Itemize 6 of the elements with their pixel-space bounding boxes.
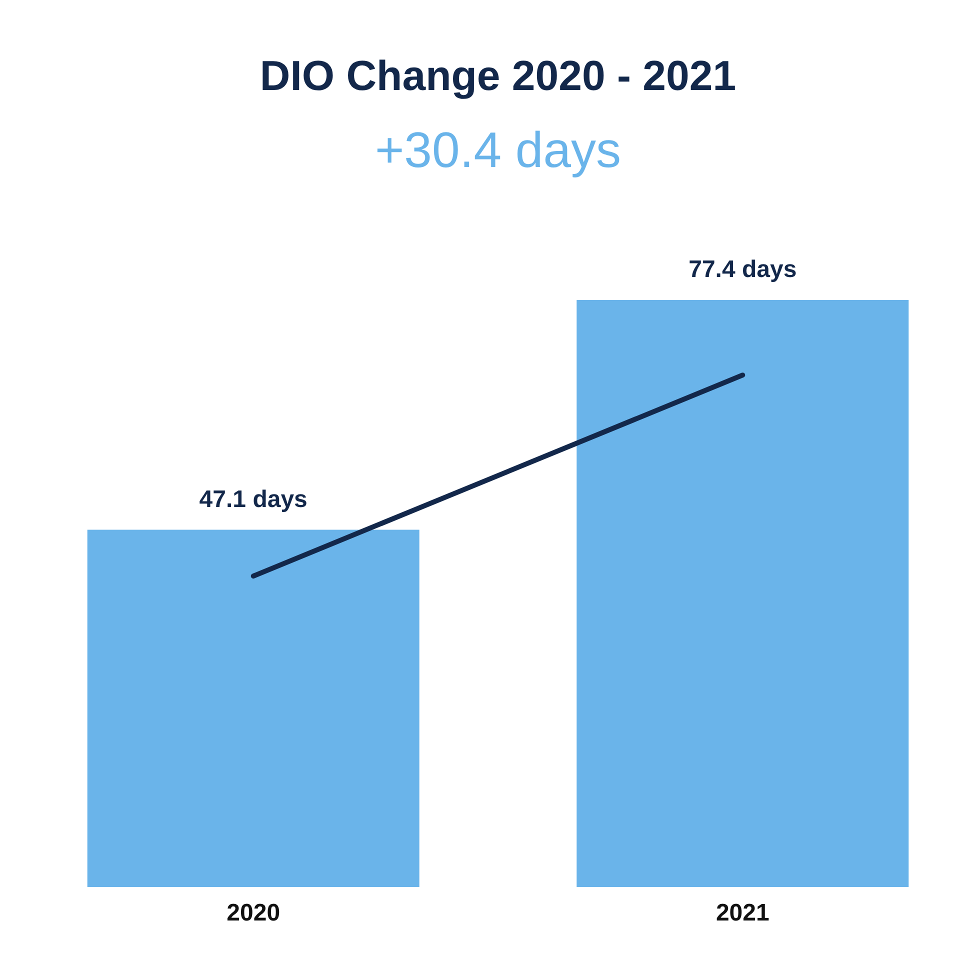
chart-subtitle: +30.4 days <box>374 122 622 178</box>
chart-title: DIO Change 2020 - 2021 <box>260 52 736 99</box>
data-label: 47.1 days <box>199 486 308 513</box>
x-tick-label: 2020 <box>226 900 280 926</box>
data-label: 77.4 days <box>688 256 797 283</box>
x-tick-label: 2021 <box>716 900 770 926</box>
